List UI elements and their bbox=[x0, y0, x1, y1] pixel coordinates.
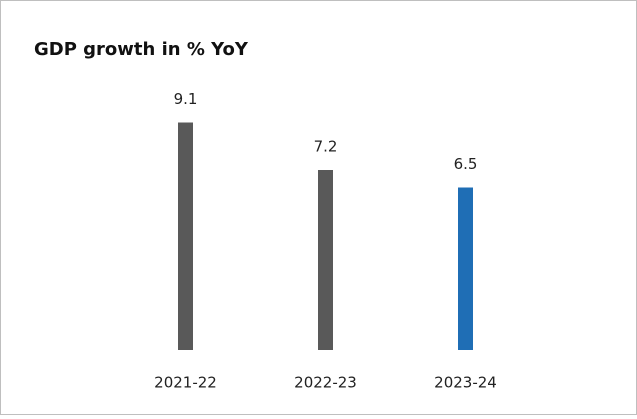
bar bbox=[178, 122, 193, 350]
value-label: 9.1 bbox=[174, 90, 198, 108]
x-tick-label: 2023-24 bbox=[434, 374, 497, 392]
x-tick-label: 2022-23 bbox=[294, 374, 357, 392]
value-label: 6.5 bbox=[454, 155, 478, 173]
value-label: 7.2 bbox=[314, 138, 338, 156]
chart-title: GDP growth in % YoY bbox=[34, 39, 249, 60]
bar bbox=[318, 170, 333, 350]
bar bbox=[458, 187, 473, 350]
x-tick-label: 2021-22 bbox=[154, 374, 217, 392]
